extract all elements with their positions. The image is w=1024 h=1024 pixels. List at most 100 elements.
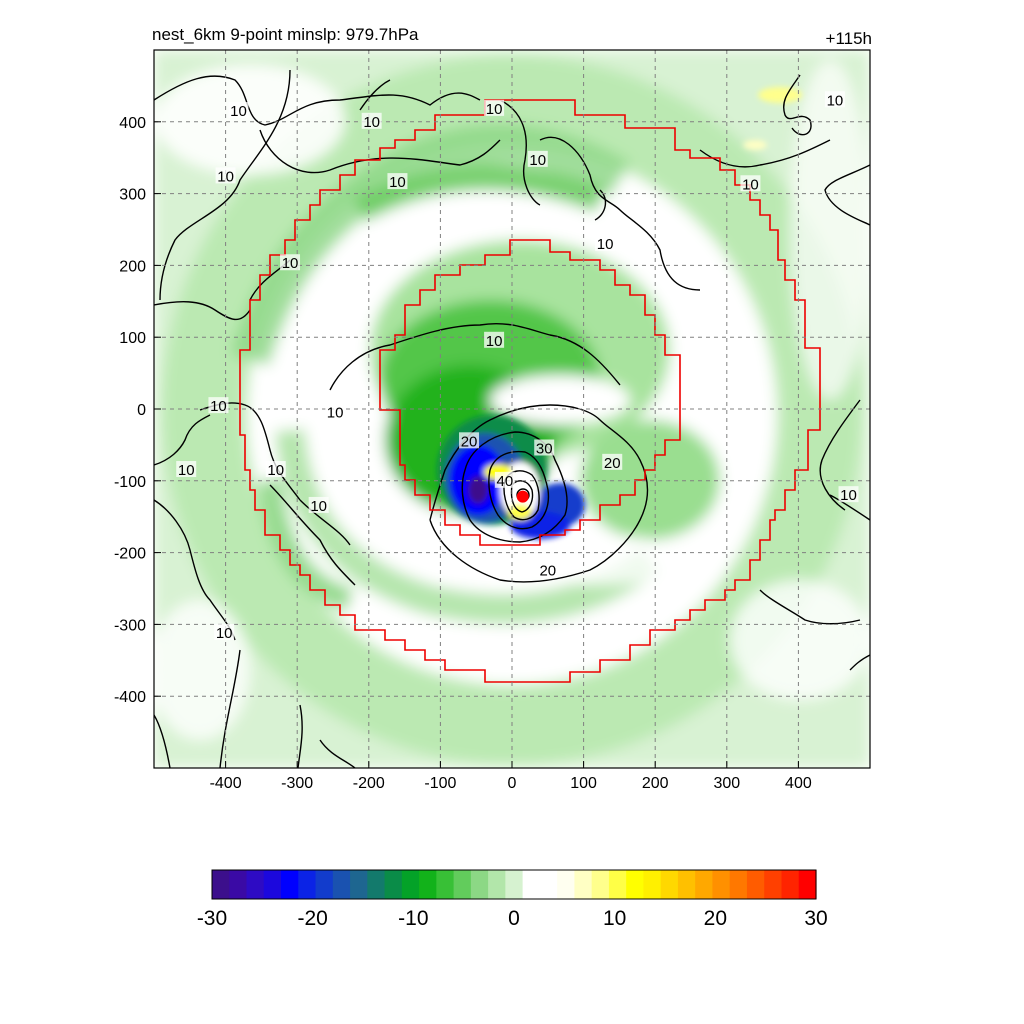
contour-label: 10 <box>840 487 857 504</box>
minimum-pressure-marker <box>516 490 529 503</box>
contour-label-halo <box>308 496 329 513</box>
y-tick-label: 200 <box>119 258 146 275</box>
colorbar-swatch <box>764 870 783 899</box>
contour-label: 10 <box>267 462 284 479</box>
colorbar-swatch <box>729 870 748 899</box>
contour-label: 40 <box>496 473 513 490</box>
plot-area: 10 10 10 10 10 10 10 10 10 10 10 10 10 10 10 10 10 10 20 20… <box>154 50 870 768</box>
contour-label-halo <box>280 254 301 271</box>
contour-label-halo <box>534 439 555 456</box>
outer-nest-boundary <box>239 99 821 683</box>
colorbar-swatch <box>798 870 817 899</box>
contour-label-halo <box>740 175 761 192</box>
colorbar-swatch <box>643 870 662 899</box>
contour-label-halo <box>228 102 249 119</box>
x-tick-label: 300 <box>713 775 740 792</box>
colorbar-swatch <box>626 870 645 899</box>
colorbar-swatch <box>246 870 265 899</box>
colorbar-swatch <box>263 870 282 899</box>
contour-label: 10 <box>310 498 327 515</box>
colorbar-swatch <box>453 870 472 899</box>
contour-label: 20 <box>539 563 556 580</box>
contour-label: 10 <box>486 333 503 350</box>
colorbar-tick-label: 30 <box>804 907 827 930</box>
colorbar-swatch <box>746 870 765 899</box>
contour-label-halo <box>459 432 480 449</box>
colorbar-swatch <box>660 870 679 899</box>
contour-label-halo <box>537 561 558 578</box>
contour-label: 10 <box>282 255 299 272</box>
y-tick-label: 300 <box>119 187 146 204</box>
contour-label-halo <box>494 471 515 488</box>
colorbar-tick-label: 0 <box>508 907 520 930</box>
contour-label-halo <box>214 624 235 641</box>
x-tick-label: 0 <box>508 775 517 792</box>
colorbar-swatch <box>522 870 541 899</box>
colorbar-tick-label: 10 <box>603 907 626 930</box>
colorbar-swatch <box>608 870 627 899</box>
contour-label: 10 <box>217 168 234 185</box>
x-tick-label: 200 <box>642 775 669 792</box>
x-tick-label: -300 <box>281 775 313 792</box>
y-tick-label: 100 <box>119 330 146 347</box>
inner-nest-boundary <box>379 239 681 546</box>
forecast-hour-label: +115h <box>826 29 872 48</box>
contour-label: 10 <box>827 92 844 109</box>
colorbar-frame <box>211 869 817 900</box>
y-axis: 400 300 200 100 0 -100 -200 -300 -400 <box>114 115 161 706</box>
colorbar-swatch <box>229 870 248 899</box>
colorbar-swatch <box>367 870 386 899</box>
contour-labels: 10 10 10 10 10 10 10 10 10 10 10 10 10 10 10 10 10 10 20 20… <box>176 91 859 642</box>
x-tick-label: -100 <box>424 775 456 792</box>
chart-title: nest_6km 9-point minslp: 979.7hPa <box>152 25 419 44</box>
colorbar-tick-label: -10 <box>398 907 428 930</box>
y-tick-label: -300 <box>114 617 146 634</box>
contour-label-halo <box>602 453 623 470</box>
contour-label-halo <box>824 91 845 108</box>
contour-label: 20 <box>461 433 478 450</box>
colorbar-swatch <box>539 870 558 899</box>
contour-label: 10 <box>216 625 233 642</box>
colorbar-swatch <box>781 870 800 899</box>
colorbar-swatch <box>695 870 714 899</box>
colorbar-swatch <box>315 870 334 899</box>
contour-label: 10 <box>742 176 759 193</box>
y-tick-label: -100 <box>114 474 146 491</box>
colorbar-swatch <box>505 870 524 899</box>
contour-label: 10 <box>327 405 344 422</box>
contour-label-halo <box>838 486 859 503</box>
colorbar-swatch <box>384 870 403 899</box>
contour-label-halo <box>387 173 408 190</box>
contour-label-halo <box>484 99 505 116</box>
colorbar-swatch <box>350 870 368 899</box>
contour-label: 10 <box>210 398 227 415</box>
colorbar-swatch <box>419 870 437 899</box>
colorbar-tick-label: -20 <box>297 907 327 930</box>
colorbar-swatch <box>281 870 299 899</box>
contour-label: 30 <box>536 440 553 457</box>
x-tick-label: 100 <box>570 775 597 792</box>
colorbar-swatch <box>557 870 575 899</box>
x-axis: -400 -300 -200 -100 0 100 200 300 400 <box>210 761 812 792</box>
colorbar-swatch <box>488 870 506 899</box>
colorbar-swatch <box>470 870 489 899</box>
contour-label-halo <box>176 461 197 478</box>
y-tick-label: 0 <box>137 402 146 419</box>
x-tick-label: 400 <box>785 775 812 792</box>
colorbar-swatch <box>574 870 593 899</box>
contour-label-halo <box>215 167 236 184</box>
contour-label-halo <box>595 234 616 251</box>
y-tick-label: 400 <box>119 115 146 132</box>
contour-label: 10 <box>230 103 247 120</box>
colorbar-tick-label: 20 <box>704 907 727 930</box>
contour-label: 10 <box>486 101 503 118</box>
y-tick-label: -200 <box>114 546 146 563</box>
colorbar-swatch <box>298 870 317 899</box>
contour-label-halo <box>527 150 548 167</box>
contour-label: 10 <box>529 152 546 169</box>
x-tick-label: -200 <box>353 775 385 792</box>
y-tick-label: -400 <box>114 689 146 706</box>
contour-label: 10 <box>178 462 195 479</box>
colorbar-swatch <box>591 870 610 899</box>
contour-label-halo <box>361 112 382 129</box>
